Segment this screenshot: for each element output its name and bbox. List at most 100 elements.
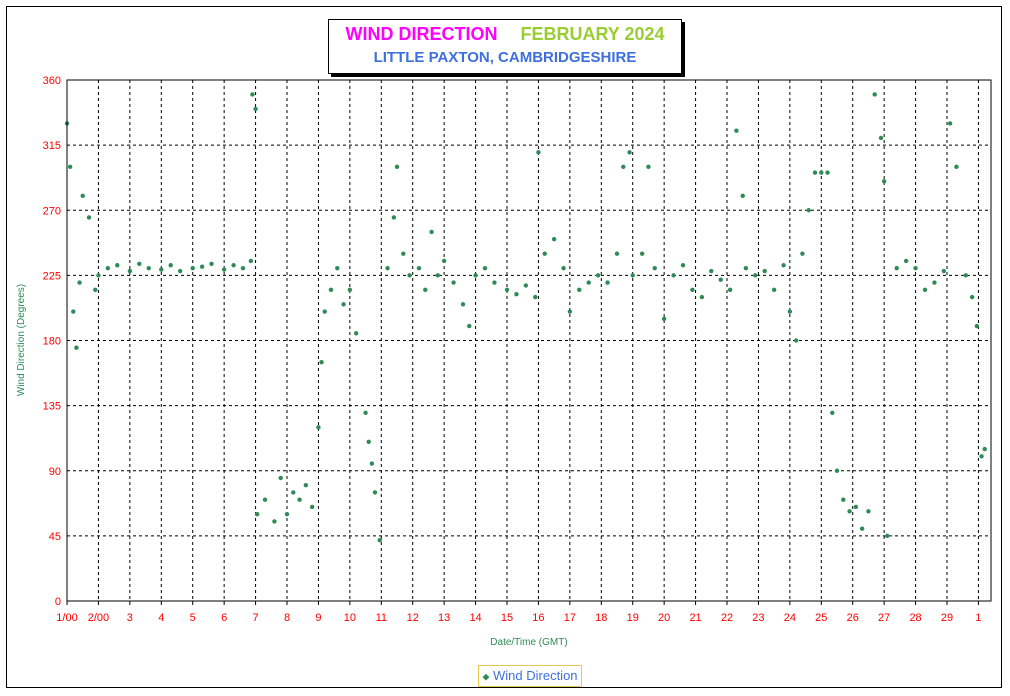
x-tick-label: 15 [501, 612, 513, 624]
data-point [353, 331, 359, 336]
data-point [787, 309, 793, 314]
data-point [812, 170, 818, 175]
data-point [793, 338, 799, 343]
data-point [177, 268, 183, 274]
data-point [567, 309, 573, 314]
data-point [67, 164, 73, 170]
data-point [394, 164, 400, 170]
data-point [93, 287, 98, 293]
data-point [221, 267, 227, 272]
x-tick-label: 4 [158, 612, 164, 624]
points-layer [64, 92, 987, 543]
x-tick-label: 22 [721, 612, 733, 624]
x-tick-label: 9 [315, 612, 321, 624]
x-tick-label: 28 [909, 612, 921, 624]
data-point [71, 309, 76, 314]
data-point [825, 170, 830, 175]
data-point [416, 265, 422, 271]
data-point [347, 287, 353, 293]
data-point [621, 164, 626, 170]
data-point [322, 309, 327, 314]
chart-title-box: WIND DIRECTION FEBRUARY 2024 LITTLE PAXT… [328, 19, 682, 74]
data-point [885, 533, 890, 539]
data-point [866, 509, 871, 514]
data-point [391, 215, 397, 220]
data-point [847, 509, 852, 514]
data-point [533, 294, 538, 300]
x-tick-label: 19 [627, 612, 639, 624]
data-point [460, 302, 466, 307]
chart-title: WIND DIRECTION FEBRUARY 2024 [329, 24, 681, 45]
data-point [435, 273, 441, 278]
data-point [740, 193, 745, 198]
legend: ◆ Wind Direction [478, 665, 582, 687]
data-point [834, 468, 840, 473]
y-tick-label: 90 [49, 466, 61, 478]
data-point [366, 439, 371, 445]
y-tick-label: 360 [43, 75, 61, 87]
chart-subtitle: LITTLE PAXTON, CAMBRIDGESHIRE [373, 49, 637, 66]
plot-border [66, 79, 992, 602]
x-tick-label: 14 [469, 612, 481, 624]
data-point [819, 170, 824, 175]
y-tick-label: 225 [43, 270, 61, 282]
x-tick-label: 1/00 [56, 612, 77, 624]
data-point [115, 263, 120, 268]
data-point [561, 265, 566, 271]
x-tick-label: 18 [595, 612, 607, 624]
x-tick-label: 16 [532, 612, 544, 624]
data-point [441, 258, 447, 264]
data-point [272, 519, 277, 524]
data-point [979, 454, 984, 459]
data-point [595, 273, 601, 278]
data-point [504, 287, 510, 293]
data-point [407, 273, 412, 278]
data-point [316, 425, 321, 430]
data-point [853, 504, 859, 510]
data-point [80, 193, 85, 198]
y-tick-label: 180 [43, 336, 61, 348]
x-tick-label: 8 [284, 612, 290, 624]
x-tick-label: 6 [221, 612, 227, 624]
x-tick-label: 2/00 [88, 612, 109, 624]
data-point [105, 265, 111, 271]
title-wind-direction: WIND DIRECTION [345, 24, 498, 44]
y-tick-label: 135 [43, 401, 61, 413]
data-point [922, 287, 928, 293]
data-point [718, 277, 723, 282]
x-tick-label: 5 [190, 612, 196, 624]
grid-layer [67, 80, 991, 601]
data-point [690, 287, 695, 293]
data-point [127, 268, 133, 274]
y-tick-label: 270 [43, 205, 61, 217]
data-point [335, 265, 340, 271]
y-tick-label: 315 [43, 140, 61, 152]
x-tick-label: 25 [815, 612, 827, 624]
data-point [800, 251, 805, 256]
data-point [709, 268, 714, 274]
data-point [240, 265, 246, 271]
data-point [429, 229, 434, 235]
x-tick-label: 20 [658, 612, 670, 624]
data-point [159, 267, 164, 272]
data-point [86, 215, 92, 220]
title-month: FEBRUARY 2024 [520, 24, 665, 44]
data-point [881, 179, 887, 184]
data-point [250, 92, 255, 97]
data-point [254, 511, 260, 517]
data-point [771, 287, 777, 293]
x-tick-label: 13 [438, 612, 450, 624]
data-point [209, 261, 214, 266]
data-point [727, 287, 733, 293]
data-point [372, 490, 378, 495]
data-point [551, 236, 557, 242]
x-tick-label: 11 [376, 612, 387, 624]
data-point [248, 258, 254, 264]
data-point [328, 287, 334, 293]
data-point [577, 287, 582, 293]
data-point [514, 291, 519, 297]
data-point [168, 263, 173, 268]
data-point [536, 150, 541, 155]
data-point [646, 164, 651, 170]
data-point [377, 538, 382, 543]
